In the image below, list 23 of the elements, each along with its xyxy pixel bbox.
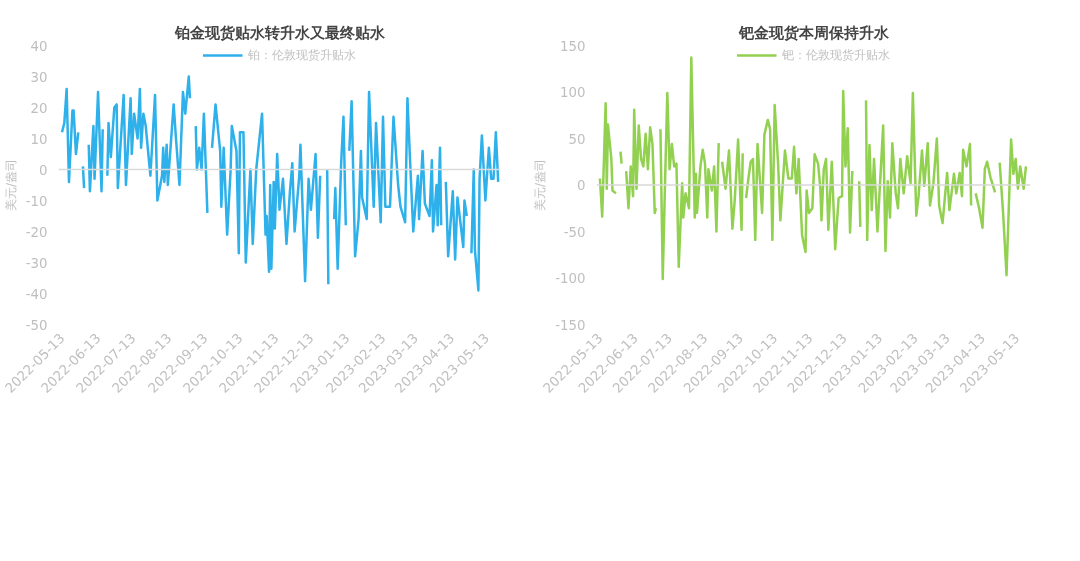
y-tick-label: -40	[25, 286, 48, 302]
y-tick-label: -100	[555, 271, 586, 286]
legend-label: 铂：伦敦现货升贴水	[247, 46, 356, 64]
y-tick-label: 40	[30, 38, 48, 54]
y-tick-label: -30	[25, 255, 48, 271]
y-axis-title: 美元/盎司	[3, 158, 18, 212]
legend-label: 钯：伦敦现货升贴水	[781, 46, 890, 64]
chart-title: 铂金现货贴水转升水又最终贴水	[173, 23, 386, 41]
y-tick-label: -10	[25, 193, 48, 209]
y-tick-label: -50	[563, 224, 586, 240]
y-tick-label: -20	[25, 224, 48, 240]
chart-title: 钯金现货本周保持升水	[737, 23, 890, 41]
y-tick-label: 100	[560, 85, 586, 100]
y-tick-label: 50	[568, 131, 586, 147]
y-tick-label: 20	[30, 100, 48, 116]
y-tick-label: -50	[25, 317, 48, 333]
y-tick-label: 30	[30, 69, 48, 85]
y-tick-label: 0	[577, 178, 586, 193]
y-tick-label: 10	[30, 131, 48, 147]
y-tick-label: 0	[39, 162, 48, 178]
y-tick-label: -150	[555, 317, 586, 333]
y-axis-title: 美元/盎司	[533, 158, 548, 212]
y-tick-label: 150	[560, 38, 586, 54]
